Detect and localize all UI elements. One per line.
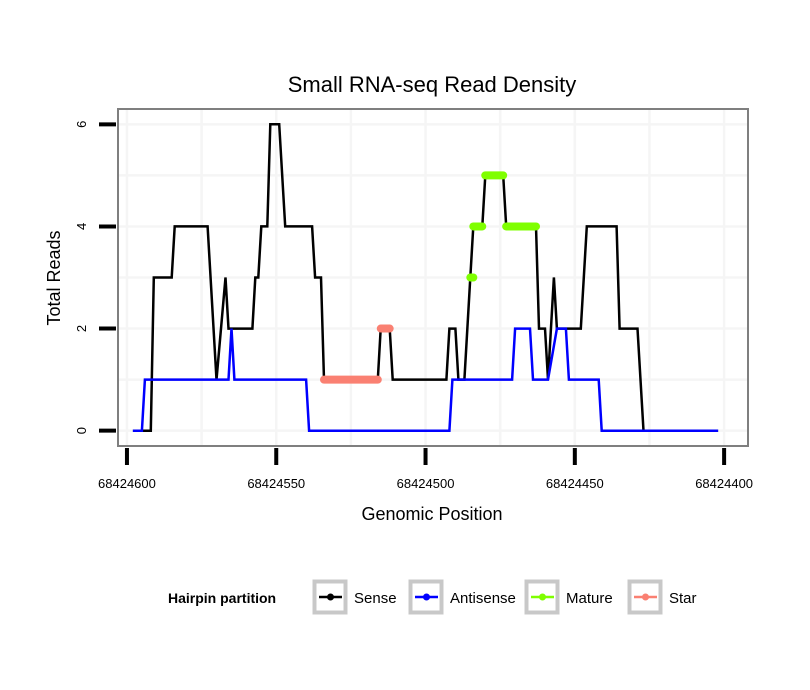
legend-key-point [642,593,649,601]
legend-key-point [423,593,430,601]
y-tick-label: 4 [74,223,89,230]
legend-label: Mature [566,590,613,607]
x-axis: 68424600 68424550 68424500 68424450 68424400 [98,448,753,491]
x-tick-label: 68424600 [98,476,156,491]
legend-item-mature: Mature [524,579,613,615]
plot-panel [117,108,749,447]
legend-key-point [327,593,334,601]
y-axis-title: Total Reads [44,230,64,325]
x-tick-label: 68424500 [397,476,455,491]
legend-label: Star [669,590,697,607]
series-line-sense [132,123,719,432]
series-layer [132,123,719,432]
y-axis: 0 2 4 6 [74,121,116,434]
x-axis-title: Genomic Position [361,504,502,524]
y-tick-label: 2 [74,325,89,332]
legend-key-point [539,593,546,601]
x-tick-label: 68424550 [247,476,305,491]
y-tick-label: 6 [74,121,89,128]
legend-item-star: Star [627,579,697,615]
chart-title: Small RNA-seq Read Density [288,72,577,97]
series-line-antisense [132,327,719,432]
legend-label: Antisense [450,590,516,607]
x-tick-label: 68424400 [695,476,753,491]
legend-entries: Sense Antisense Mature Star [312,579,697,615]
x-tick-label: 68424450 [546,476,604,491]
legend-item-sense: Sense [312,579,397,615]
panel-border [117,108,749,447]
y-tick-label: 0 [74,427,89,434]
legend-item-antisense: Antisense [408,579,516,615]
legend-title: Hairpin partition [168,590,276,606]
legend: Hairpin partition Sense Antisense Mature St… [168,579,697,615]
legend-label: Sense [354,590,397,607]
